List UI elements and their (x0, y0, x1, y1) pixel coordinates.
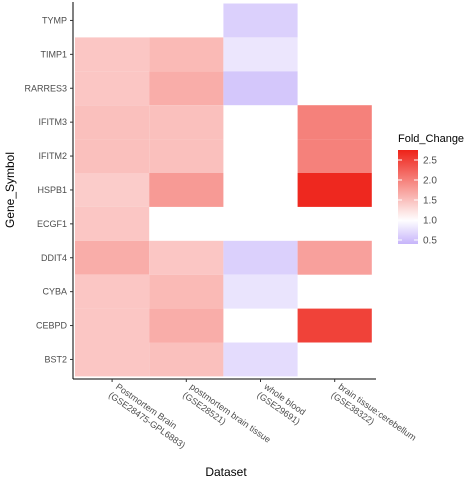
heatmap-cell-cyba-1 (149, 274, 224, 309)
x-tick-label: Postmortem Brain(GSE28475-GPL6883) (107, 381, 194, 450)
heatmap-cell-tymp-2 (223, 3, 298, 38)
heatmap-cell-ddit4-2 (223, 240, 298, 275)
y-tick-label: IFITM2 (39, 151, 68, 161)
heatmap-cell-ddit4-0 (75, 240, 150, 275)
heatmap-cell-ifitm3-1 (149, 105, 224, 140)
y-axis-title: Gene_Symbol (3, 152, 17, 228)
legend-tick-label: 0.5 (423, 236, 437, 247)
heatmap-cell-cyba-0 (75, 274, 150, 309)
heatmap-cell-cebpd-1 (149, 308, 224, 343)
y-tick-label: CYBA (42, 287, 67, 297)
legend-tick-label: 2.0 (423, 176, 437, 187)
heatmap-cell-hspb1-1 (149, 173, 224, 207)
heatmap-cell-bst2-1 (149, 342, 224, 377)
heatmap-cell-hspb1-3 (297, 173, 372, 207)
legend-tick-label: 2.5 (423, 156, 437, 167)
heatmap-cell-ifitm3-0 (75, 105, 150, 140)
y-tick-label: TIMP1 (40, 49, 67, 59)
y-tick-label: CEBPD (36, 321, 68, 331)
heatmap-cell-rarres3-1 (149, 71, 224, 106)
y-tick-label: RARRES3 (24, 83, 67, 93)
heatmap-cell-bst2-2 (223, 342, 298, 377)
legend-tick-label: 1.0 (423, 216, 437, 227)
heatmap-cell-ifitm2-0 (75, 139, 150, 173)
heatmap-cell-rarres3-0 (75, 71, 150, 106)
y-tick-labels: TYMP TIMP1 RARRES3 IFITM3 IFITM2 HSPB1 ECGF1 DD… (24, 15, 73, 364)
x-tick-label-line: brain tissue:cerebellum (337, 381, 419, 442)
heatmap-cell-ifitm2-3 (297, 139, 372, 173)
heatmap-cell-ddit4-1 (149, 240, 224, 275)
x-tick-label: whole blood(GSE29691) (255, 381, 308, 427)
x-tick-labels: Postmortem Brain(GSE28475-GPL6883) postmo… (107, 379, 418, 452)
heatmap-cells (75, 3, 372, 377)
y-tick-label: DDIT4 (41, 253, 67, 263)
y-tick-label: HSPB1 (37, 185, 67, 195)
y-tick-label: BST2 (44, 354, 67, 364)
legend-tick-label: 1.5 (423, 196, 437, 207)
y-tick-label: IFITM3 (39, 117, 68, 127)
x-axis-title: Dataset (205, 465, 247, 479)
x-tick-label: brain tissue:cerebellum(GSE38322) (329, 381, 418, 452)
heatmap-cell-bst2-0 (75, 342, 150, 377)
heatmap-cell-timp1-0 (75, 37, 150, 72)
legend: Fold_Change 2.5 2.0 1.5 1.0 0.5 (398, 133, 464, 247)
y-tick-label: TYMP (42, 15, 67, 25)
legend-ticks: 2.5 2.0 1.5 1.0 0.5 (398, 156, 437, 247)
heatmap-cell-timp1-2 (223, 37, 298, 72)
heatmap-cell-ddit4-3 (297, 240, 372, 275)
heatmap-cell-cebpd-3 (297, 308, 372, 343)
heatmap-cell-cebpd-0 (75, 308, 150, 343)
heatmap-cell-rarres3-2 (223, 71, 298, 106)
heatmap-cell-ifitm2-1 (149, 139, 224, 173)
y-tick-label: ECGF1 (37, 219, 67, 229)
legend-title: Fold_Change (398, 133, 464, 145)
heatmap-cell-cyba-2 (223, 274, 298, 309)
heatmap-cell-timp1-1 (149, 37, 224, 72)
legend-colorbar (398, 150, 418, 244)
heatmap-cell-ecgf1-0 (75, 206, 150, 241)
heatmap-cell-hspb1-0 (75, 173, 150, 207)
axes (72, 2, 376, 380)
heatmap-cell-ifitm3-3 (297, 105, 372, 140)
